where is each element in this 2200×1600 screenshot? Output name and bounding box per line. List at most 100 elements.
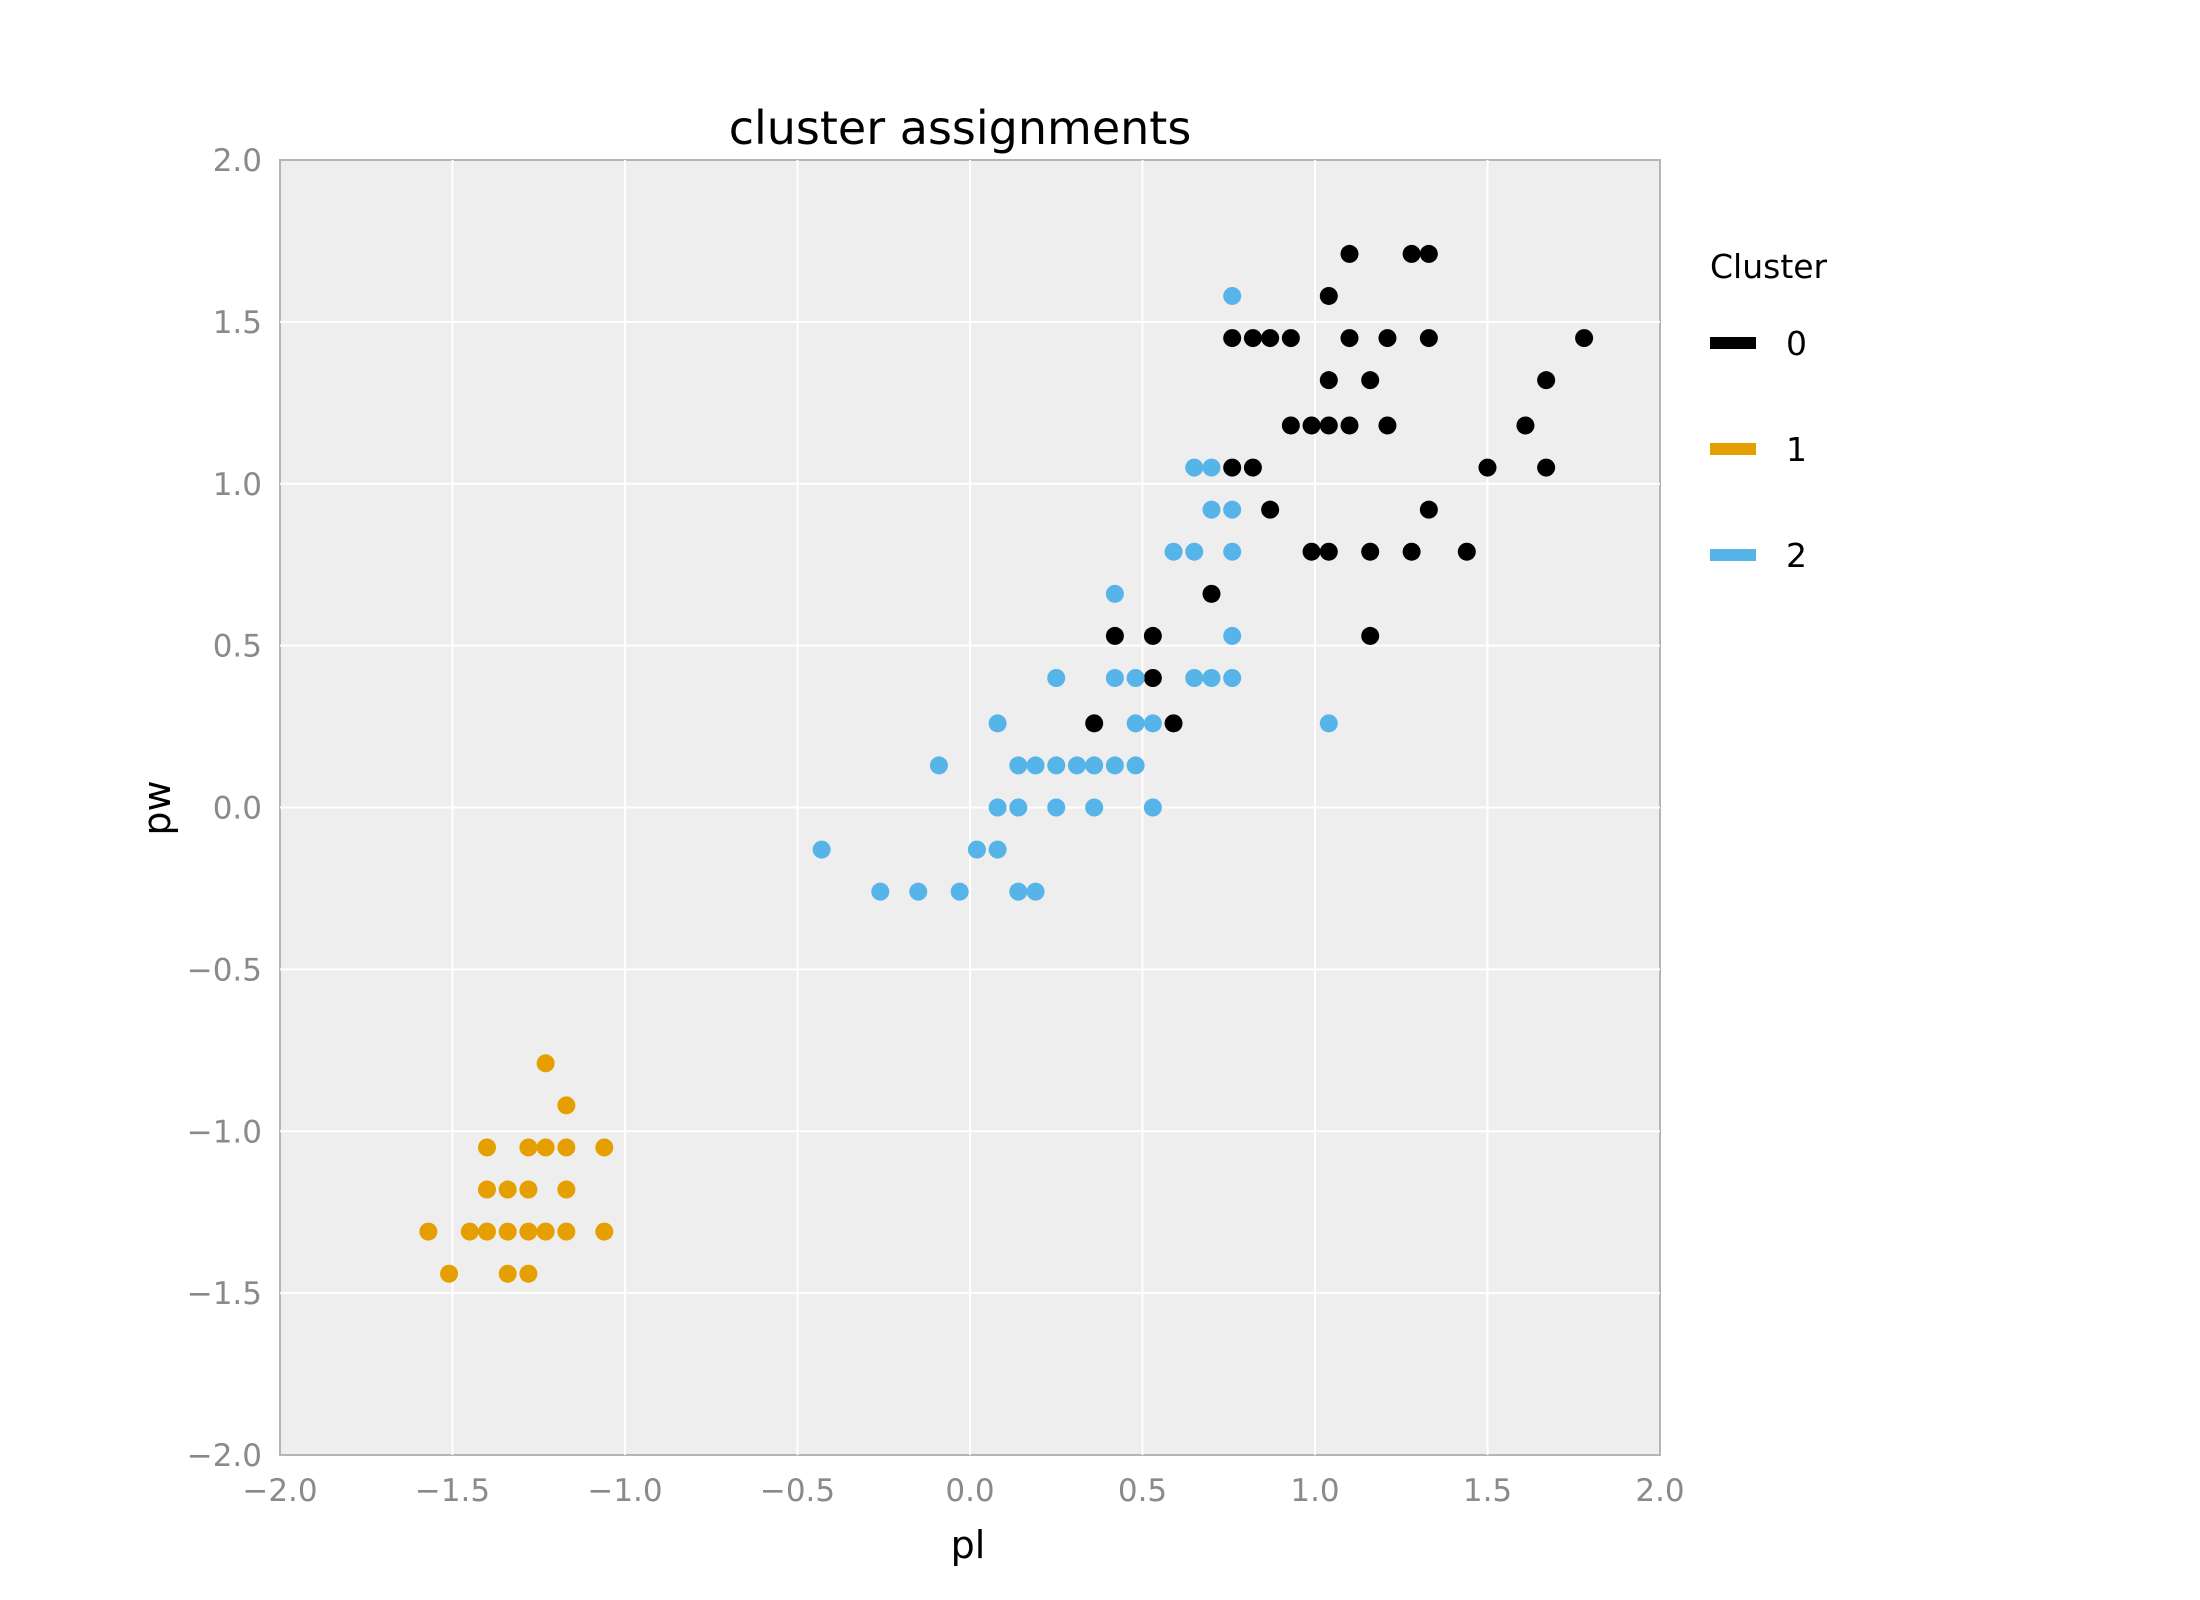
data-point-cluster-0 — [1319, 286, 1338, 305]
data-point-cluster-2 — [909, 882, 928, 901]
data-point-cluster-1 — [557, 1138, 576, 1157]
data-point-cluster-1 — [536, 1138, 555, 1157]
y-tick-label: 2.0 — [213, 143, 262, 179]
data-point-cluster-0 — [1085, 714, 1104, 733]
data-point-cluster-0 — [1478, 458, 1497, 477]
data-point-cluster-1 — [498, 1222, 517, 1241]
data-point-cluster-1 — [557, 1096, 576, 1115]
data-point-cluster-2 — [1026, 756, 1045, 775]
data-point-cluster-2 — [1319, 714, 1338, 733]
data-point-cluster-2 — [1047, 798, 1066, 817]
data-point-cluster-2 — [1009, 798, 1028, 817]
data-point-cluster-2 — [1223, 626, 1242, 645]
data-point-cluster-0 — [1281, 329, 1300, 348]
y-tick-label: −1.5 — [187, 1276, 262, 1312]
y-tick-label: 0.5 — [213, 629, 262, 665]
data-point-cluster-2 — [988, 840, 1007, 859]
legend-swatch-1 — [1710, 443, 1756, 455]
data-point-cluster-2 — [1185, 542, 1204, 561]
data-point-cluster-0 — [1516, 416, 1535, 435]
data-point-cluster-0 — [1378, 416, 1397, 435]
data-point-cluster-2 — [1085, 798, 1104, 817]
data-point-cluster-0 — [1223, 329, 1242, 348]
data-point-cluster-0 — [1361, 371, 1380, 390]
legend: Cluster 0 1 2 — [1710, 247, 1828, 575]
data-point-cluster-0 — [1261, 329, 1280, 348]
data-point-cluster-0 — [1164, 714, 1183, 733]
data-point-cluster-0 — [1419, 244, 1438, 263]
data-point-cluster-0 — [1243, 329, 1262, 348]
data-point-cluster-1 — [419, 1222, 438, 1241]
data-point-cluster-0 — [1143, 669, 1162, 687]
data-point-cluster-2 — [950, 882, 969, 901]
data-point-cluster-0 — [1419, 500, 1438, 519]
data-point-cluster-1 — [519, 1180, 538, 1199]
y-tick-label: 1.0 — [213, 467, 262, 503]
data-point-cluster-0 — [1378, 329, 1397, 348]
legend-swatch-0 — [1710, 337, 1756, 349]
x-tick-label: −1.5 — [415, 1473, 490, 1509]
data-point-cluster-1 — [478, 1138, 496, 1157]
data-point-cluster-0 — [1537, 458, 1556, 477]
data-point-cluster-0 — [1202, 584, 1221, 603]
data-point-cluster-0 — [1261, 500, 1280, 519]
data-point-cluster-2 — [1105, 756, 1124, 775]
x-axis-ticks: −2.0 −1.5 −1.0 −0.5 0.0 0.5 1.0 1.5 2.0 — [242, 1473, 1684, 1509]
y-tick-label: −1.0 — [187, 1114, 262, 1150]
data-point-cluster-2 — [988, 798, 1007, 817]
y-tick-label: 1.5 — [213, 305, 262, 341]
data-point-cluster-0 — [1457, 542, 1476, 561]
data-point-cluster-0 — [1340, 416, 1359, 435]
data-point-cluster-2 — [1223, 500, 1242, 519]
data-point-cluster-2 — [1185, 458, 1204, 477]
data-point-cluster-0 — [1575, 329, 1594, 348]
x-tick-label: −0.5 — [760, 1473, 835, 1509]
data-point-cluster-1 — [478, 1180, 496, 1199]
y-tick-label: 0.0 — [213, 791, 262, 827]
y-tick-label: −2.0 — [187, 1438, 262, 1474]
data-point-cluster-2 — [1009, 756, 1028, 775]
legend-swatch-2 — [1710, 549, 1756, 561]
x-tick-label: −2.0 — [242, 1473, 317, 1509]
data-point-cluster-1 — [478, 1222, 496, 1241]
y-axis-ticks: −2.0 −1.5 −1.0 −0.5 0.0 0.5 1.0 1.5 2.0 — [187, 143, 262, 1474]
data-point-cluster-0 — [1340, 329, 1359, 348]
data-point-cluster-1 — [557, 1180, 576, 1199]
data-point-cluster-2 — [1105, 669, 1124, 687]
data-point-cluster-1 — [536, 1054, 555, 1073]
data-point-cluster-2 — [1202, 458, 1221, 477]
data-point-cluster-0 — [1319, 416, 1338, 435]
data-point-cluster-2 — [1164, 542, 1183, 561]
x-tick-label: 0.5 — [1118, 1473, 1167, 1509]
data-point-cluster-2 — [1126, 756, 1145, 775]
data-point-cluster-1 — [519, 1138, 538, 1157]
x-tick-label: −1.0 — [587, 1473, 662, 1509]
data-point-cluster-1 — [519, 1264, 538, 1283]
data-point-cluster-1 — [460, 1222, 479, 1241]
data-point-cluster-2 — [1067, 756, 1086, 775]
legend-title: Cluster — [1710, 247, 1828, 286]
data-point-cluster-0 — [1143, 626, 1162, 645]
data-point-cluster-2 — [812, 840, 831, 859]
x-axis-label: pl — [951, 1523, 986, 1567]
data-point-cluster-1 — [498, 1264, 517, 1283]
data-point-cluster-2 — [929, 756, 948, 775]
data-point-cluster-0 — [1243, 458, 1262, 477]
data-point-cluster-1 — [595, 1138, 614, 1157]
data-point-cluster-2 — [1202, 500, 1221, 519]
data-point-cluster-2 — [1105, 584, 1124, 603]
data-point-cluster-2 — [1126, 669, 1145, 687]
data-point-cluster-0 — [1223, 458, 1242, 477]
data-point-cluster-2 — [1223, 542, 1242, 561]
data-point-cluster-2 — [1185, 669, 1204, 687]
y-tick-label: −0.5 — [187, 952, 262, 988]
legend-label-1: 1 — [1786, 430, 1807, 469]
data-point-cluster-2 — [871, 882, 890, 901]
data-point-cluster-0 — [1402, 542, 1421, 561]
data-point-cluster-0 — [1319, 371, 1338, 390]
data-point-cluster-2 — [1143, 798, 1162, 817]
chart-title: cluster assignments — [729, 101, 1192, 155]
x-tick-label: 2.0 — [1635, 1473, 1684, 1509]
legend-items: 0 1 2 — [1710, 324, 1807, 575]
